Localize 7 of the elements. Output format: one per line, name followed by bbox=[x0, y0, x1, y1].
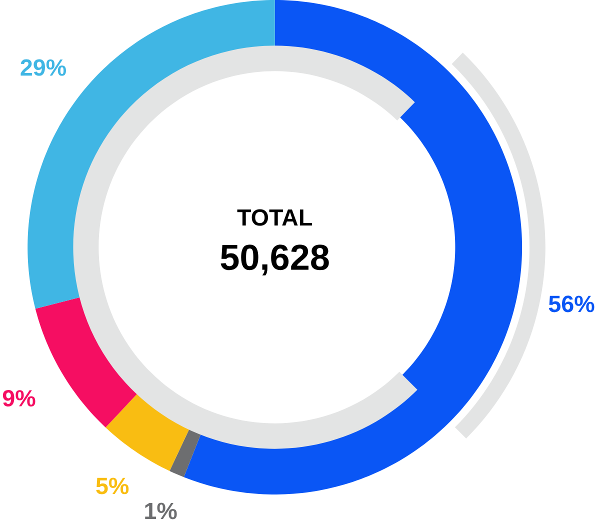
data-label: 1% bbox=[145, 502, 177, 520]
data-label: 56% bbox=[548, 295, 594, 312]
text: TOTAL bbox=[237, 209, 312, 226]
text: 50,628 bbox=[220, 244, 329, 276]
data-label: 29% bbox=[20, 59, 66, 76]
data-label: 9% bbox=[2, 390, 36, 406]
data-label: 5% bbox=[96, 478, 129, 494]
